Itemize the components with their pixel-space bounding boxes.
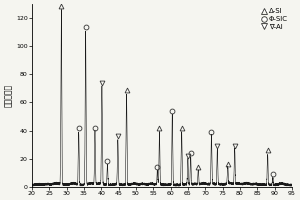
Y-axis label: 衍射峰强度: 衍射峰强度 — [4, 84, 13, 107]
Legend: Δ-SI, Φ-SIC, ∇-Al: Δ-SI, Φ-SIC, ∇-Al — [260, 8, 288, 31]
